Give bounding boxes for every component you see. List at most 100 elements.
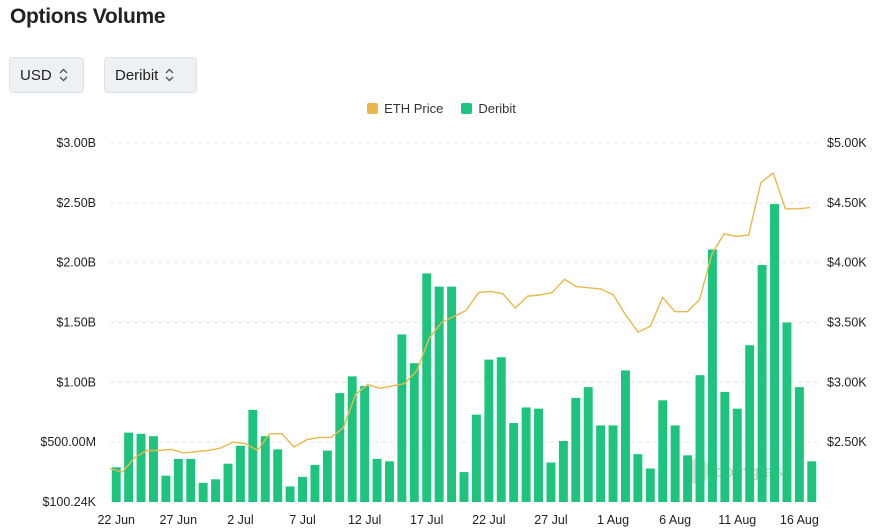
bar[interactable] bbox=[235, 445, 245, 502]
bar[interactable] bbox=[459, 472, 469, 502]
x-tick-label: 22 Jun bbox=[97, 513, 135, 527]
bar[interactable] bbox=[136, 433, 146, 502]
legend-item-eth-price[interactable]: ETH Price bbox=[367, 101, 443, 116]
bar[interactable] bbox=[695, 375, 705, 502]
bar[interactable] bbox=[434, 286, 444, 502]
bar[interactable] bbox=[807, 461, 817, 502]
x-tick-label: 22 Jul bbox=[472, 513, 505, 527]
bar[interactable] bbox=[720, 391, 730, 502]
bar[interactable] bbox=[794, 387, 804, 502]
y-right-tick-label: $4.00K bbox=[827, 256, 867, 270]
line-series-eth-price bbox=[109, 171, 811, 473]
exchange-select[interactable]: Deribit bbox=[104, 57, 197, 93]
bar[interactable] bbox=[161, 475, 171, 502]
bar[interactable] bbox=[335, 393, 345, 502]
currency-select-value: USD bbox=[20, 66, 52, 84]
x-tick-label: 11 Aug bbox=[718, 513, 756, 527]
y-left-tick-label: $2.00B bbox=[56, 256, 96, 270]
x-tick-label: 27 Jun bbox=[160, 513, 198, 527]
bar[interactable] bbox=[645, 468, 655, 502]
bar[interactable] bbox=[223, 463, 233, 502]
bar[interactable] bbox=[509, 423, 519, 502]
bar[interactable] bbox=[310, 464, 320, 502]
x-tick-label: 7 Jul bbox=[289, 513, 315, 527]
page-title: Options Volume bbox=[10, 5, 166, 28]
x-axis-ticks: 22 Jun 27 Jun 2 Jul 7 Jul 12 Jul 17 Jul 22 Jul… bbox=[97, 513, 818, 527]
bar[interactable] bbox=[322, 450, 332, 502]
bar[interactable] bbox=[447, 286, 457, 502]
bar[interactable] bbox=[347, 376, 357, 502]
bar[interactable] bbox=[633, 454, 643, 502]
right-axis-ticks: $2.50K $3.00K $3.50K $4.00K $4.50K $5.00K bbox=[827, 136, 867, 449]
bar[interactable] bbox=[732, 408, 742, 502]
x-tick-label: 16 Aug bbox=[780, 513, 819, 527]
bar[interactable] bbox=[546, 462, 556, 502]
bar[interactable] bbox=[583, 387, 593, 502]
bar[interactable] bbox=[409, 363, 419, 502]
y-right-tick-label: $3.50K bbox=[827, 316, 867, 330]
bar[interactable] bbox=[198, 482, 208, 502]
bar[interactable] bbox=[670, 425, 680, 502]
legend-swatch-eth-price bbox=[367, 103, 379, 114]
bar[interactable] bbox=[496, 357, 506, 502]
bar[interactable] bbox=[757, 265, 767, 502]
bar[interactable] bbox=[534, 408, 543, 502]
x-tick-label: 1 Aug bbox=[597, 513, 629, 527]
bar[interactable] bbox=[124, 432, 134, 502]
bar[interactable] bbox=[111, 467, 121, 502]
bar[interactable] bbox=[596, 425, 606, 502]
currency-select[interactable]: USD bbox=[9, 57, 84, 93]
y-right-tick-label: $4.50K bbox=[827, 196, 867, 210]
x-tick-label: 17 Jul bbox=[410, 513, 443, 527]
y-left-tick-label: $2.50B bbox=[56, 196, 96, 210]
bar[interactable] bbox=[285, 486, 295, 502]
bar[interactable] bbox=[273, 449, 283, 502]
x-tick-label: 27 Jul bbox=[534, 513, 567, 527]
y-left-tick-label: $3.00B bbox=[56, 136, 96, 150]
bar[interactable] bbox=[558, 440, 568, 502]
x-tick-label: 2 Jul bbox=[227, 513, 253, 527]
x-tick-label: 6 Aug bbox=[659, 513, 691, 527]
bar[interactable] bbox=[385, 461, 394, 502]
bar[interactable] bbox=[260, 436, 270, 502]
bar[interactable] bbox=[149, 436, 158, 502]
bar[interactable] bbox=[521, 407, 531, 502]
bar[interactable] bbox=[621, 370, 630, 502]
bar[interactable] bbox=[173, 458, 183, 502]
y-left-tick-label: $100.24K bbox=[42, 495, 96, 509]
bar[interactable] bbox=[484, 359, 494, 502]
bar[interactable] bbox=[658, 400, 668, 502]
bar[interactable] bbox=[360, 385, 370, 502]
y-right-tick-label: $2.50K bbox=[827, 435, 867, 449]
bar[interactable] bbox=[397, 334, 407, 502]
bar[interactable] bbox=[782, 322, 792, 502]
chart-grid bbox=[110, 142, 818, 443]
legend-item-deribit[interactable]: Deribit bbox=[461, 101, 516, 116]
bar[interactable] bbox=[186, 458, 196, 502]
bar[interactable] bbox=[422, 273, 432, 502]
bar[interactable] bbox=[745, 345, 755, 502]
bar[interactable] bbox=[571, 397, 581, 502]
y-left-tick-label: $500.00M bbox=[40, 435, 96, 449]
chevron-up-down-icon bbox=[165, 68, 174, 82]
exchange-select-value: Deribit bbox=[115, 66, 159, 84]
y-left-tick-label: $1.50B bbox=[56, 316, 96, 330]
bar[interactable] bbox=[770, 204, 779, 502]
bar[interactable] bbox=[683, 455, 693, 502]
bar[interactable] bbox=[248, 409, 258, 502]
bar[interactable] bbox=[471, 414, 481, 502]
y-left-tick-label: $1.00B bbox=[56, 375, 96, 389]
y-right-tick-label: $3.00K bbox=[827, 375, 867, 389]
bar[interactable] bbox=[211, 479, 221, 502]
legend-label-deribit: Deribit bbox=[478, 101, 516, 116]
bar-series-deribit bbox=[111, 204, 817, 502]
x-tick-label: 12 Jul bbox=[348, 513, 381, 527]
bar[interactable] bbox=[372, 458, 382, 502]
left-axis-ticks: $100.24K $500.00M $1.00B $1.50B $2.00B $2.50B… bbox=[40, 136, 96, 509]
chart-legend: ETH Price Deribit bbox=[0, 101, 883, 116]
y-right-tick-label: $5.00K bbox=[827, 136, 867, 150]
bar[interactable] bbox=[608, 425, 618, 502]
bar[interactable] bbox=[707, 249, 717, 502]
bar[interactable] bbox=[298, 476, 307, 502]
